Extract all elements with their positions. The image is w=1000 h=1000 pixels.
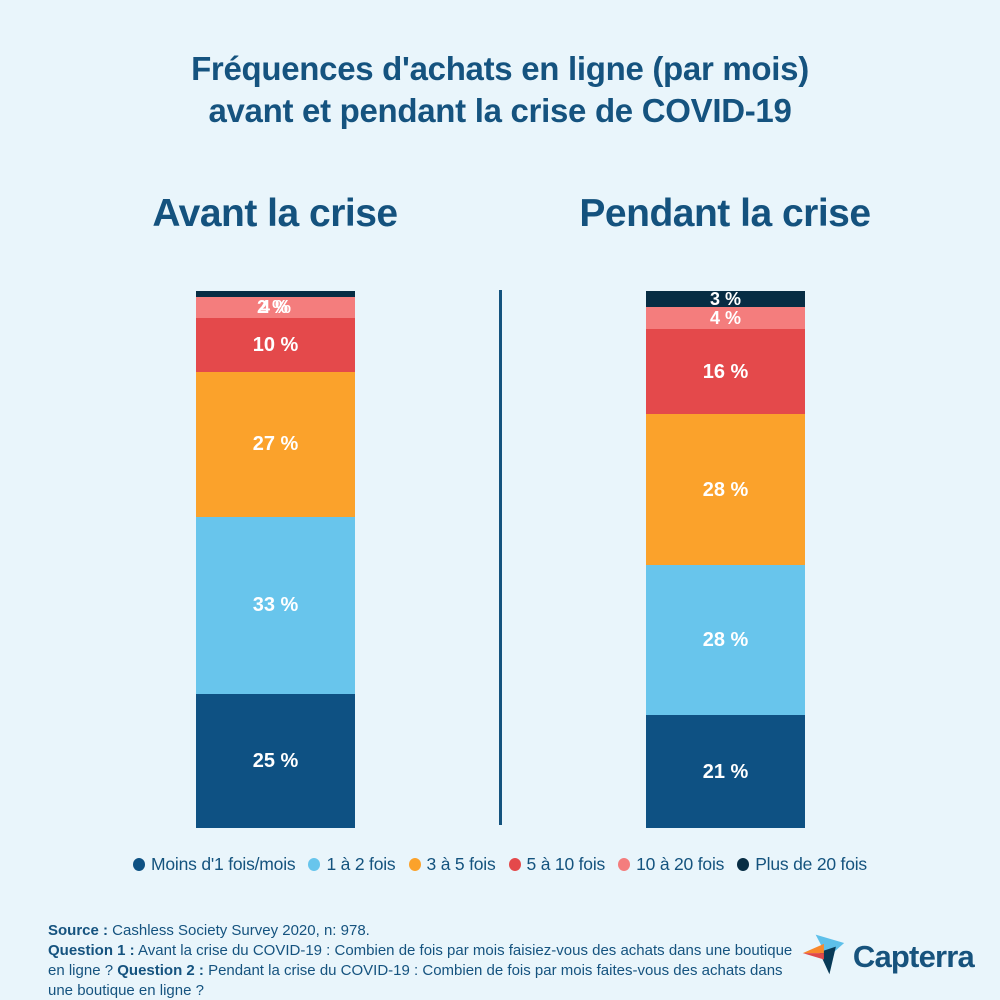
bar-segment: 4 % <box>646 307 805 329</box>
bar-segment: 28 % <box>646 564 805 716</box>
legend-label: 1 à 2 fois <box>326 854 396 874</box>
footer-notes: Source : Cashless Society Survey 2020, n… <box>48 921 808 1000</box>
chart-title-line2: avant et pendant la crise de COVID-19 <box>208 92 792 130</box>
legend-item: 10 à 20 fois <box>618 854 724 875</box>
questions-line: Question 1 : Avant la crise du COVID-19 … <box>48 941 808 1000</box>
column-header-avant: Avant la crise <box>152 192 398 235</box>
segment-value-label: 16 % <box>702 360 749 383</box>
stacked-bar-pendant: 3 % 4 % 16 % 28 % 28 % 21 % <box>646 289 805 828</box>
segment-value-label: 4 % <box>709 307 742 328</box>
legend-label: 3 à 5 fois <box>426 854 496 874</box>
divider-line <box>499 290 502 825</box>
segment-value-label: 4 % <box>259 297 292 318</box>
legend-dot-icon <box>508 858 521 871</box>
question2-label: Question 2 : <box>117 961 204 979</box>
bar-segment: 3 % <box>646 289 805 310</box>
legend-dot-icon <box>618 858 631 871</box>
bar-segment: 4 % <box>196 297 355 318</box>
segment-value-label: 10 % <box>252 333 299 356</box>
legend-dot-icon <box>737 858 750 871</box>
question2-text: Pendant la crise du COVID-19 : Combien d… <box>48 961 783 999</box>
segment-value-label: 33 % <box>252 594 299 617</box>
question1-label: Question 1 : <box>48 941 135 959</box>
legend-label: Plus de 20 fois <box>755 854 867 874</box>
stacked-bar-avant: 2 % 4 % 10 % 27 % 33 % 25 % <box>196 291 355 828</box>
bar-segment: 27 % <box>196 372 355 517</box>
legend-item: 5 à 10 fois <box>508 854 606 875</box>
legend-label: 5 à 10 fois <box>526 854 606 874</box>
bar-segment: 28 % <box>646 414 805 565</box>
bar-segment: 33 % <box>196 516 355 694</box>
legend-item: Plus de 20 fois <box>737 854 867 875</box>
chart-title: Fréquences d'achats en ligne (par mois) … <box>0 48 1000 132</box>
bar-segment: 10 % <box>196 317 355 372</box>
capterra-logo-icon <box>800 932 846 981</box>
source-line: Source : Cashless Society Survey 2020, n… <box>48 921 808 941</box>
legend-label: 10 à 20 fois <box>636 854 725 874</box>
legend-item: 3 à 5 fois <box>408 854 496 875</box>
legend-dot-icon <box>408 858 421 871</box>
segment-value-label: 25 % <box>252 749 299 772</box>
bar-segment: 2 % <box>196 291 355 316</box>
segment-value-label: 3 % <box>709 289 742 310</box>
legend-item: Moins d'1 fois/mois <box>133 854 296 875</box>
capterra-logo-text: Capterra <box>852 938 975 974</box>
question1-text: Avant la crise du COVID-19 : Combien de … <box>48 941 793 979</box>
bar-segment: 25 % <box>196 693 355 828</box>
column-header-pendant: Pendant la crise <box>579 192 871 235</box>
bar-segment: 21 % <box>646 715 805 828</box>
segment-value-label: 21 % <box>702 760 749 783</box>
bar-segment: 16 % <box>646 328 805 415</box>
legend-item: 1 à 2 fois <box>308 854 396 875</box>
segment-value-label: 28 % <box>702 629 749 652</box>
segment-value-label: 2 % <box>256 297 289 317</box>
legend-dot-icon <box>133 858 145 871</box>
capterra-logo: Capterra <box>800 932 975 981</box>
source-text: Cashless Society Survey 2020, n: 978. <box>108 922 370 939</box>
legend-dot-icon <box>308 858 321 871</box>
legend: Moins d'1 fois/mois 1 à 2 fois 3 à 5 fois 5… <box>0 854 1000 875</box>
source-label: Source : <box>48 922 109 939</box>
segment-value-label: 27 % <box>252 433 299 456</box>
chart-title-line1: Fréquences d'achats en ligne (par mois) <box>191 50 809 87</box>
segment-value-label: 28 % <box>702 478 749 501</box>
legend-label: Moins d'1 fois/mois <box>151 854 296 874</box>
